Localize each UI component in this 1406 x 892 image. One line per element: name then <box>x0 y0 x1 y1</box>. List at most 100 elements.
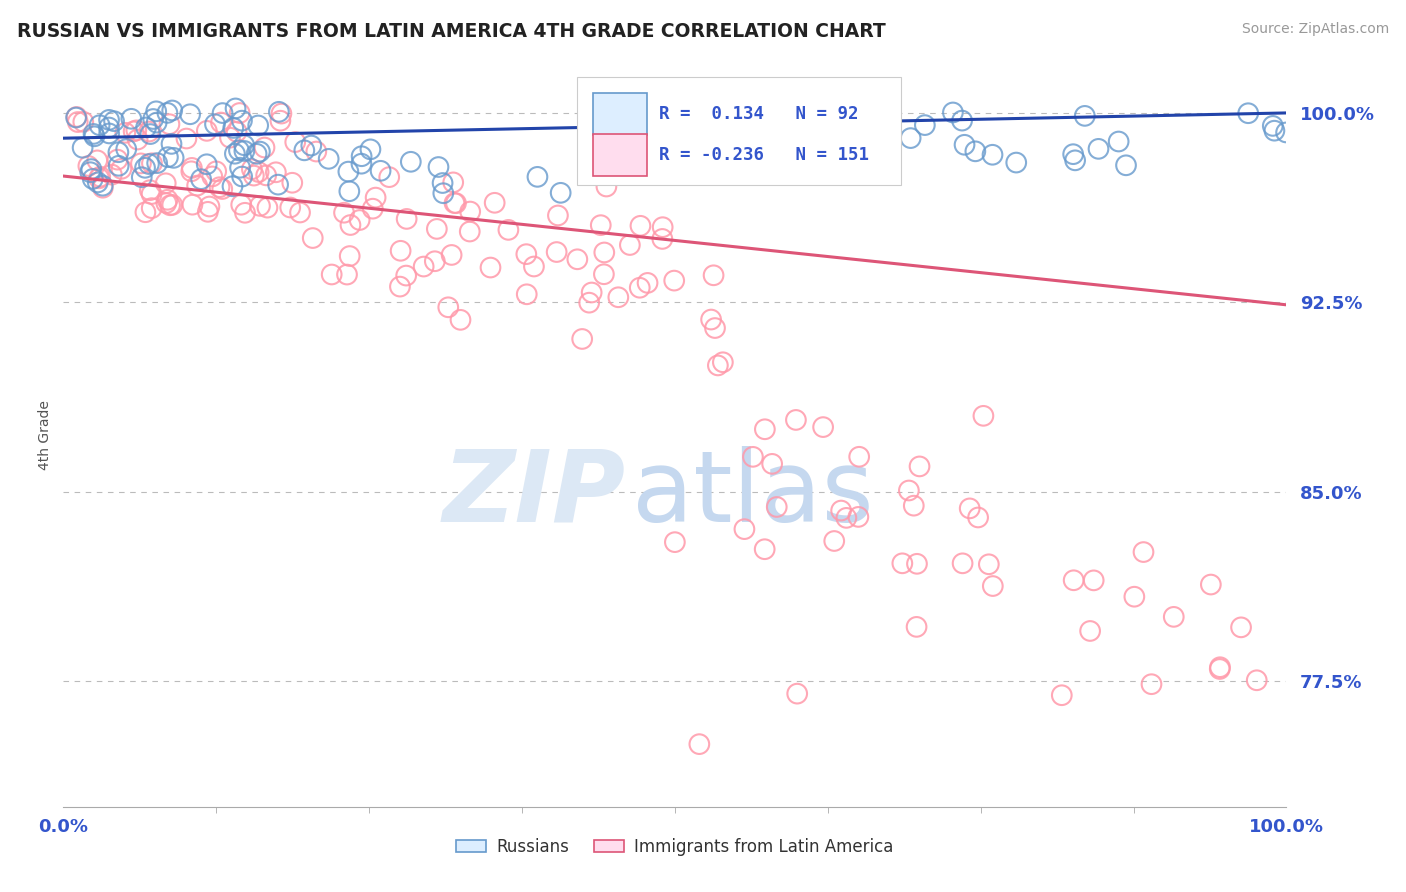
Point <box>86 153 108 168</box>
Point <box>305 145 328 159</box>
Point <box>179 107 201 121</box>
Point <box>1108 135 1130 149</box>
Point <box>578 295 600 310</box>
Point <box>607 290 630 304</box>
Point <box>339 249 361 263</box>
Point <box>318 152 340 166</box>
Point <box>228 144 250 158</box>
Point <box>122 124 145 138</box>
Point <box>270 106 292 120</box>
Point <box>1263 124 1285 138</box>
Point <box>905 557 928 571</box>
Point <box>267 178 290 192</box>
Point <box>1209 660 1232 674</box>
Point <box>790 164 813 178</box>
Point <box>125 123 148 137</box>
Point <box>650 152 672 166</box>
Point <box>333 205 356 219</box>
Point <box>688 737 710 751</box>
Point <box>441 175 464 189</box>
Text: Source: ZipAtlas.com: Source: ZipAtlas.com <box>1241 22 1389 37</box>
Point <box>284 135 307 149</box>
Point <box>972 409 994 423</box>
Point <box>321 268 343 282</box>
Point <box>146 156 169 170</box>
Point <box>432 186 454 201</box>
Point <box>89 169 111 184</box>
Point <box>378 170 401 185</box>
Point <box>704 321 727 335</box>
Point <box>711 355 734 369</box>
Point <box>249 145 271 159</box>
Point <box>82 172 104 186</box>
Y-axis label: 4th Grade: 4th Grade <box>38 400 52 470</box>
Point <box>72 141 94 155</box>
Point <box>830 503 852 517</box>
Point <box>211 182 233 196</box>
Point <box>484 195 506 210</box>
Point <box>593 267 616 281</box>
Point <box>550 186 572 200</box>
Point <box>231 169 253 184</box>
Point <box>278 201 301 215</box>
Point <box>176 131 198 145</box>
Point <box>361 202 384 216</box>
Point <box>395 211 418 226</box>
Text: ZIP: ZIP <box>443 446 626 543</box>
Point <box>91 178 114 193</box>
Point <box>135 120 157 135</box>
Point <box>139 127 162 141</box>
Point <box>1230 620 1253 634</box>
Point <box>219 130 242 145</box>
Point <box>139 183 162 197</box>
Point <box>967 510 990 524</box>
Point <box>977 558 1000 572</box>
Point <box>516 287 538 301</box>
Point <box>160 103 183 118</box>
Point <box>965 145 987 159</box>
Point <box>630 219 652 233</box>
Point <box>546 245 568 260</box>
Point <box>952 557 974 571</box>
Legend: Russians, Immigrants from Latin America: Russians, Immigrants from Latin America <box>450 831 900 863</box>
Text: R =  0.134   N = 92: R = 0.134 N = 92 <box>659 105 859 123</box>
Point <box>350 157 373 171</box>
Point <box>905 620 928 634</box>
Point <box>891 557 914 571</box>
Point <box>138 157 160 171</box>
Point <box>589 218 612 232</box>
Point <box>114 126 136 140</box>
Point <box>1123 590 1146 604</box>
Point <box>134 161 156 175</box>
Point <box>141 187 163 202</box>
Point <box>786 687 808 701</box>
Point <box>1083 574 1105 588</box>
Point <box>301 231 323 245</box>
Point <box>180 164 202 178</box>
Point <box>423 254 446 268</box>
Point <box>846 509 869 524</box>
Point <box>595 179 617 194</box>
Point <box>181 197 204 211</box>
Point <box>458 225 481 239</box>
Point <box>432 176 454 190</box>
Point <box>101 168 124 182</box>
Point <box>229 161 252 175</box>
Point <box>162 151 184 165</box>
Point <box>222 120 245 135</box>
Point <box>588 149 610 163</box>
Point <box>87 171 110 186</box>
Point <box>440 248 463 262</box>
Point <box>160 198 183 212</box>
Point <box>733 522 755 536</box>
Point <box>914 118 936 132</box>
Point <box>703 268 725 283</box>
Point <box>350 149 373 163</box>
Point <box>1246 673 1268 688</box>
Point <box>267 104 290 119</box>
Point <box>256 201 278 215</box>
Point <box>89 118 111 132</box>
Point <box>205 164 228 178</box>
Point <box>389 244 412 258</box>
Point <box>103 114 125 128</box>
